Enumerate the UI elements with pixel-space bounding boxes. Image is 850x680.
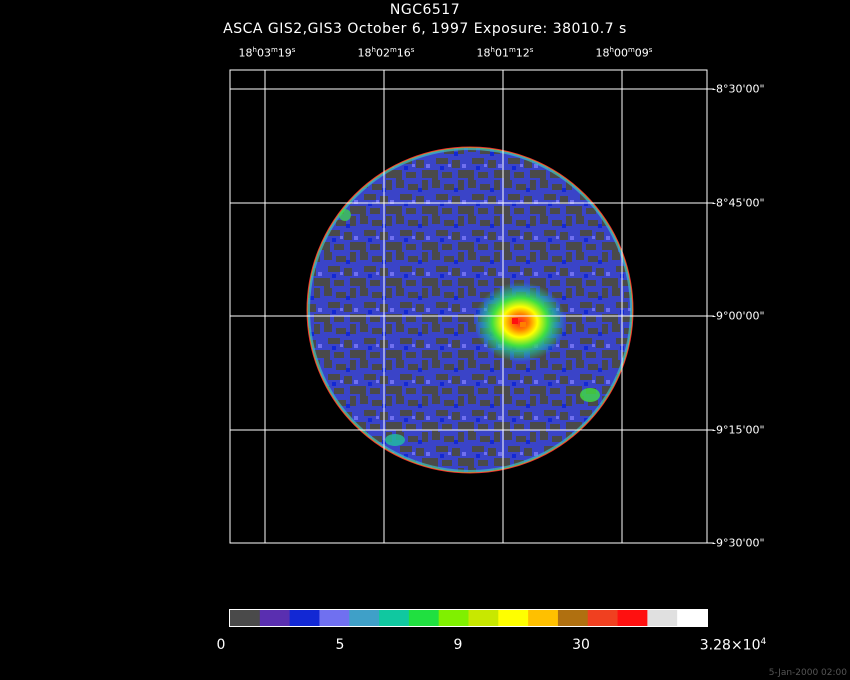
dec-tick-label: -9°15'00" [712, 423, 765, 437]
dec-tick-label: -9°30'00" [712, 536, 765, 550]
colorbar-segment [498, 610, 529, 626]
colorbar-segment [349, 610, 380, 626]
colorbar-label: 30 [572, 637, 590, 653]
colorbar-segment [528, 610, 559, 626]
colorbar-segment [230, 610, 261, 626]
colorbar-segment [289, 610, 320, 626]
colorbar-segment [438, 610, 469, 626]
colorbar-segment [408, 610, 440, 626]
color-bar [229, 609, 708, 627]
dec-tick-label: -9°00'00" [712, 309, 765, 323]
coordinate-frame [229, 69, 708, 544]
colorbar-segment [468, 610, 499, 626]
colorbar-segment [677, 610, 708, 626]
ra-tick-label: 18h01m12s [476, 46, 534, 60]
colorbar-segment [259, 610, 291, 626]
coordinate-grid [230, 70, 714, 544]
timestamp: 5-Jan-2000 02:00 [768, 668, 847, 678]
dec-tick-label: -8°30'00" [712, 82, 765, 96]
ra-tick-label: 18h02m16s [357, 46, 415, 60]
colorbar-label-max: 3.28×104 [699, 637, 767, 654]
colorbar-segment [379, 610, 410, 626]
ra-tick-label: 18h03m19s [238, 46, 296, 60]
colorbar-segment [319, 610, 350, 626]
colorbar-border [229, 609, 708, 627]
colorbar-label-min: 0 [216, 637, 226, 653]
image-subtitle: ASCA GIS2,GIS3 October 6, 1997 Exposure:… [223, 21, 627, 37]
colorbar-segment [587, 610, 619, 626]
ra-tick-label: 18h00m09s [595, 46, 653, 60]
dec-tick-label: -8°45'00" [712, 196, 765, 210]
detector-field-of-view [307, 147, 633, 473]
colorbar-label: 5 [335, 637, 345, 653]
colorbar-segment [647, 610, 678, 626]
colorbar-segment [557, 610, 589, 626]
image-title: NGC6517 [389, 2, 461, 18]
colorbar-segment [617, 610, 648, 626]
colorbar-label: 9 [453, 637, 463, 653]
